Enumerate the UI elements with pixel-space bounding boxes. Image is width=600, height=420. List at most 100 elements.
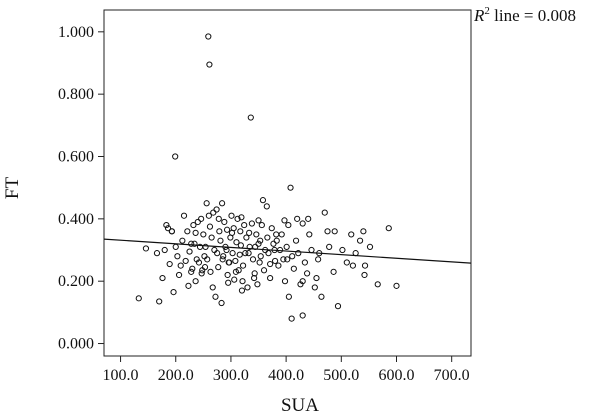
x-tick-label: 100.0 — [103, 367, 139, 384]
data-point — [212, 293, 219, 300]
fit-line — [103, 238, 472, 264]
data-point — [263, 203, 270, 210]
data-point — [192, 229, 199, 236]
data-point — [237, 228, 244, 235]
data-point — [321, 209, 328, 216]
data-point — [265, 250, 272, 257]
y-tick-label: 0.200 — [58, 273, 94, 290]
data-point — [334, 303, 342, 310]
data-point — [195, 259, 203, 266]
data-point — [159, 274, 166, 282]
y-axis-title: FT — [2, 177, 23, 200]
data-point — [214, 250, 221, 257]
data-point — [315, 256, 322, 263]
data-point — [172, 243, 179, 251]
data-point — [231, 276, 238, 283]
data-point — [330, 268, 337, 275]
data-point — [239, 262, 247, 269]
data-point — [284, 256, 291, 263]
data-point — [205, 33, 212, 40]
data-point — [217, 237, 224, 244]
x-axis-title: SUA — [281, 395, 319, 416]
x-tick-label: 700.0 — [434, 367, 470, 384]
data-point — [285, 221, 292, 229]
data-point — [273, 237, 280, 244]
data-point — [306, 231, 313, 238]
data-points — [135, 33, 400, 322]
data-point — [267, 274, 274, 282]
data-point — [216, 228, 223, 235]
data-point — [228, 212, 235, 219]
data-point — [164, 225, 172, 232]
data-point — [204, 256, 211, 263]
data-point — [292, 237, 300, 244]
data-point — [198, 270, 205, 277]
data-point — [331, 228, 338, 235]
plot-frame — [103, 9, 472, 357]
y-tick-label: 1.000 — [58, 24, 94, 41]
data-point — [191, 240, 198, 247]
data-point — [237, 242, 244, 249]
data-point — [215, 264, 222, 271]
data-point — [188, 240, 195, 247]
data-point — [222, 243, 229, 251]
data-point — [242, 250, 249, 257]
x-tick-label: 600.0 — [378, 367, 414, 384]
data-point — [166, 260, 173, 268]
data-point — [260, 267, 268, 274]
x-tick-label: 200.0 — [158, 367, 194, 384]
data-point — [257, 237, 264, 244]
y-axis-ticks: 0.000 0.200 0.400 0.600 0.800 1.000 — [58, 24, 104, 353]
data-point — [161, 246, 168, 254]
data-point — [281, 278, 289, 285]
r-symbol: R — [473, 6, 485, 25]
data-point — [356, 237, 364, 244]
data-point — [177, 262, 184, 269]
y-tick-label: 0.600 — [58, 149, 94, 166]
data-point — [236, 251, 243, 258]
data-point — [186, 248, 193, 255]
data-point — [209, 284, 216, 291]
data-point — [179, 237, 186, 244]
r-exponent: 2 — [484, 5, 490, 17]
data-point — [275, 262, 282, 269]
data-point — [267, 260, 274, 268]
data-point — [221, 218, 228, 226]
data-point — [180, 212, 188, 219]
data-point — [206, 61, 213, 68]
data-point — [234, 215, 241, 222]
fit-line-layer — [103, 238, 472, 264]
data-point — [252, 243, 259, 251]
data-point — [192, 278, 199, 285]
data-point — [361, 262, 369, 269]
data-point — [156, 298, 163, 305]
data-point — [238, 287, 246, 294]
y-tick-label: 0.800 — [58, 86, 94, 103]
x-axis-ticks: 100.0 200.0 300.0 400.0 500.0 600.0 700.0 — [103, 356, 470, 384]
data-point — [229, 250, 236, 257]
data-point — [271, 246, 278, 254]
data-point — [393, 282, 400, 289]
data-point — [259, 197, 267, 204]
data-point — [258, 221, 265, 229]
data-point — [255, 240, 262, 247]
data-point — [223, 226, 231, 233]
data-point — [361, 271, 368, 279]
data-point — [184, 228, 191, 235]
data-point — [318, 293, 325, 300]
data-point — [189, 265, 196, 272]
x-tick-label: 300.0 — [213, 367, 249, 384]
data-point — [299, 278, 306, 285]
data-point — [190, 221, 197, 229]
data-point — [233, 239, 240, 246]
data-point — [374, 281, 381, 288]
data-point — [262, 246, 269, 254]
data-point — [246, 229, 253, 236]
data-point — [219, 256, 226, 263]
data-point — [308, 246, 315, 254]
data-point — [218, 299, 225, 307]
data-point — [313, 274, 320, 282]
data-point — [244, 284, 251, 291]
data-point — [205, 212, 212, 219]
